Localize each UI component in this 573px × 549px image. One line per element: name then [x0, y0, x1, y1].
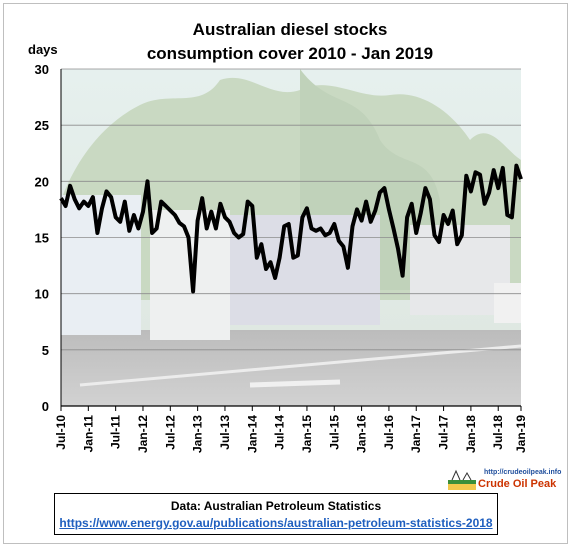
watermark-url: http://crudeoilpeak.info: [484, 469, 562, 476]
chart-title-line-2: consumption cover 2010 - Jan 2019: [146, 44, 434, 63]
x-tick-label: Jan-15: [300, 415, 314, 453]
chart-title-line-1: Australian diesel stocks: [192, 20, 388, 39]
y-tick-label: 10: [35, 287, 49, 302]
oil-field-logo-icon: [448, 469, 476, 490]
x-tick-label: Jul-18: [491, 415, 505, 450]
y-tick-label: 5: [42, 343, 49, 358]
x-tick-label: Jul-16: [382, 415, 396, 450]
x-tick-label: Jan-17: [409, 415, 423, 453]
watermark-name: Crude Oil Peak: [478, 478, 557, 490]
x-tick-label: Jul-17: [437, 415, 451, 450]
x-tick-label: Jan-18: [464, 415, 478, 453]
x-tick-label: Jul-14: [273, 415, 287, 450]
x-tick-label: Jul-11: [109, 415, 123, 449]
source-link[interactable]: https://www.energy.gov.au/publications/a…: [59, 516, 493, 530]
x-tick-label: Jan-16: [355, 415, 369, 453]
y-tick-label: 0: [42, 399, 49, 414]
x-axis-ticks: Jul-10 Jan-11 Jul-11 Jan-12 Jul-12 Jan-13 Jul-…: [54, 406, 528, 453]
y-axis-label: days: [28, 42, 58, 57]
series-line: [59, 163, 523, 294]
y-tick-label: 15: [35, 231, 49, 246]
source-label: Data: Australian Petroleum Statistics: [170, 499, 382, 513]
y-axis-ticks: 0 5 10 15 20 25 30: [35, 62, 49, 414]
x-tick-label: Jul-12: [163, 415, 177, 450]
x-tick-label: Jul-10: [54, 415, 68, 450]
y-tick-label: 20: [35, 174, 49, 189]
x-tick-label: Jan-11: [81, 415, 95, 453]
x-tick-label: Jan-19: [514, 415, 528, 453]
x-tick-label: Jul-13: [218, 415, 232, 450]
y-tick-label: 30: [35, 62, 49, 77]
x-tick-label: Jan-14: [245, 415, 259, 453]
x-tick-label: Jul-15: [327, 415, 341, 450]
y-tick-label: 25: [35, 118, 49, 133]
source-box: Data: Australian Petroleum Statistics ht…: [54, 493, 498, 535]
x-tick-label: Jan-12: [136, 415, 150, 453]
x-tick-label: Jan-13: [191, 415, 205, 453]
